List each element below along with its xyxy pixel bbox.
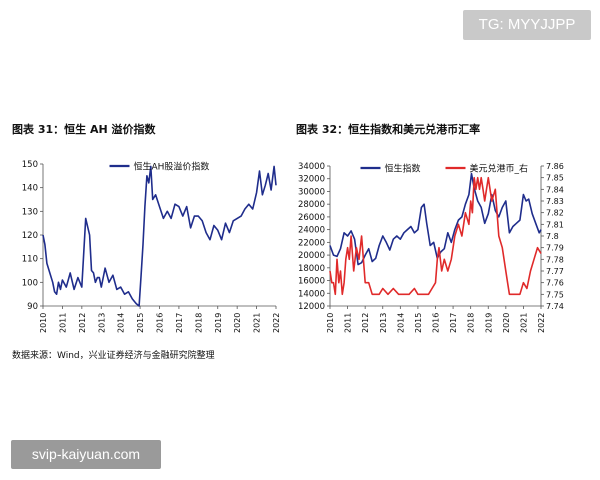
chart2-xtick-label: 2019 bbox=[484, 313, 493, 333]
chart1-xtick-label: 2016 bbox=[156, 313, 165, 333]
chart2-ytick-label: 18000 bbox=[298, 264, 325, 274]
chart2-ytick-label: 14000 bbox=[298, 289, 325, 299]
chart1-xtick-label: 2013 bbox=[97, 313, 106, 333]
chart1-legend-label-0: 恒生AH股溢价指数 bbox=[134, 161, 210, 173]
chart2-ytick-label: 22000 bbox=[298, 238, 325, 248]
chart2-xtick-label: 2011 bbox=[344, 313, 353, 333]
chart1-xtick-label: 2018 bbox=[194, 313, 203, 333]
chart1-ytick-label: 110 bbox=[22, 255, 38, 265]
chart2-title: 图表 32：恒生指数和美元兑港币汇率 bbox=[296, 123, 481, 136]
chart2-ytick-label: 16000 bbox=[298, 277, 325, 287]
chart1-xtick-label: 2021 bbox=[253, 313, 262, 333]
chart2-ytick-label: 34000 bbox=[298, 162, 325, 172]
chart2-y2tick-label: 7.77 bbox=[546, 267, 564, 276]
chart1-xtick-label: 2019 bbox=[214, 313, 223, 333]
chart2-ytick-label: 30000 bbox=[298, 187, 325, 197]
chart2-xtick-label: 2014 bbox=[396, 313, 405, 333]
chart1-xtick-label: 2012 bbox=[78, 313, 87, 333]
chart1-ytick-label: 100 bbox=[22, 278, 38, 288]
chart2-y2tick-label: 7.86 bbox=[546, 162, 564, 171]
chart2-legend-label-1: 美元兑港币_右 bbox=[470, 163, 529, 175]
chart2-xtick-label: 2012 bbox=[361, 313, 370, 333]
chart2-xtick-label: 2017 bbox=[449, 313, 458, 333]
chart1-xtick-label: 2022 bbox=[272, 313, 281, 333]
chart1-series-line-0 bbox=[42, 165, 277, 307]
chart2-ytick-label: 32000 bbox=[298, 175, 325, 185]
chart1-title: 图表 31：恒生 AH 溢价指数 bbox=[12, 123, 156, 136]
chart2-y2tick-label: 7.78 bbox=[546, 255, 564, 264]
chart1-ytick-label: 150 bbox=[22, 160, 38, 170]
chart2-legend-label-0: 恒生指数 bbox=[385, 163, 421, 175]
chart2-xtick-label: 2010 bbox=[326, 313, 335, 333]
chart1-xtick-label: 2014 bbox=[117, 313, 126, 333]
chart2: 12000 14000 16000 18000 20000 22000 24000 26000… bbox=[298, 162, 564, 333]
chart1-ytick-label: 120 bbox=[22, 231, 38, 241]
chart2-series-line-0 bbox=[329, 172, 542, 266]
chart2-xtick-label: 2013 bbox=[379, 313, 388, 333]
chart2-ytick-label: 20000 bbox=[298, 251, 325, 261]
chart2-y2tick-label: 7.83 bbox=[546, 197, 564, 206]
chart2-ytick-label: 28000 bbox=[298, 200, 325, 210]
source-note: 数据来源：Wind，兴业证券经济与金融研究院整理 bbox=[12, 351, 215, 361]
chart2-xtick-label: 2015 bbox=[414, 313, 423, 333]
chart1-xtick-label: 2020 bbox=[233, 313, 242, 333]
chart2-y2tick-label: 7.76 bbox=[546, 279, 564, 288]
chart2-ytick-label: 12000 bbox=[298, 302, 325, 312]
chart1-xtick-label: 2010 bbox=[39, 313, 48, 333]
watermark-bottom: svip-kaiyuan.com bbox=[11, 440, 161, 469]
chart1-xtick-label: 2011 bbox=[58, 313, 67, 333]
chart2-xtick-label: 2018 bbox=[467, 313, 476, 333]
chart2-y2tick-label: 7.81 bbox=[546, 220, 564, 229]
chart1-ytick-label: 90 bbox=[27, 302, 38, 312]
chart1-xtick-label: 2017 bbox=[175, 313, 184, 333]
chart1: 90 100 110 120 130 140 150 2010 2011 2012 2013 2014… bbox=[22, 160, 281, 333]
chart2-y2tick-label: 7.75 bbox=[546, 290, 564, 299]
chart2-xtick-label: 2021 bbox=[519, 313, 528, 333]
chart1-ytick-label: 140 bbox=[22, 184, 38, 194]
chart2-y2tick-label: 7.79 bbox=[546, 244, 564, 253]
chart2-ytick-label: 26000 bbox=[298, 213, 325, 223]
chart2-y2tick-label: 7.84 bbox=[546, 185, 564, 194]
chart2-xtick-label: 2016 bbox=[432, 313, 441, 333]
chart2-y2tick-label: 7.74 bbox=[546, 302, 564, 311]
chart2-y2tick-label: 7.82 bbox=[546, 209, 564, 218]
chart2-xtick-label: 2022 bbox=[537, 313, 546, 333]
chart2-xtick-label: 2020 bbox=[502, 313, 511, 333]
chart1-xtick-label: 2015 bbox=[136, 313, 145, 333]
watermark-top: TG: MYYJJPP bbox=[463, 10, 591, 40]
chart2-ytick-label: 24000 bbox=[298, 226, 325, 236]
chart2-y2tick-label: 7.8 bbox=[546, 232, 559, 241]
chart1-ytick-label: 130 bbox=[22, 207, 38, 217]
chart2-series-line-1 bbox=[329, 176, 542, 296]
chart2-y2tick-label: 7.85 bbox=[546, 174, 564, 183]
